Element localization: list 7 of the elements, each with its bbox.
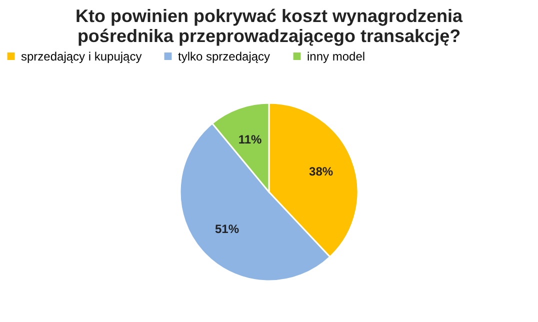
- legend-label: tylko sprzedający: [178, 49, 270, 64]
- legend-label: inny model: [307, 49, 366, 64]
- chart-title: Kto powinien pokrywać koszt wynagrodzenia pośrednika przeprowadzającego transakcję?: [75, 6, 464, 46]
- data-label: 38%: [309, 164, 334, 178]
- data-label: 51%: [214, 222, 240, 236]
- data-label: 11%: [238, 132, 262, 146]
- legend-label: sprzedający i kupujący: [21, 49, 142, 64]
